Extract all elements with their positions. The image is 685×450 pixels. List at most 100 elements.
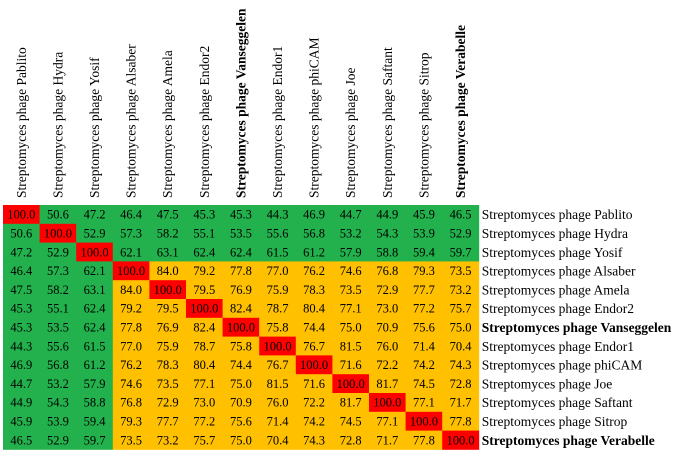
heatmap-cell <box>295 374 333 394</box>
heatmap-cell <box>3 317 40 337</box>
heatmap-cell <box>112 336 150 356</box>
heatmap-cell-value: 81.7 <box>340 396 362 410</box>
heatmap-cell-value: 46.9 <box>303 208 325 222</box>
heatmap-cell <box>332 280 370 300</box>
heatmap-cell-value: 59.4 <box>84 415 107 429</box>
heatmap-cell-value: 61.5 <box>84 339 106 353</box>
heatmap-cell <box>405 299 443 319</box>
heatmap-cell-value: 76.2 <box>120 358 142 372</box>
heatmap-cell-value: 75.9 <box>267 283 289 297</box>
heatmap-cell <box>112 393 150 413</box>
heatmap-cell-value: 100.0 <box>373 396 401 410</box>
heatmap-cell-value: 74.3 <box>450 358 472 372</box>
heatmap-cell-value: 57.9 <box>340 245 362 259</box>
heatmap-cell <box>332 261 370 281</box>
heatmap-cell <box>332 242 370 262</box>
heatmap-cell-value: 79.5 <box>193 283 215 297</box>
heatmap-cells: 100.0 50.6 47.2 46.4 47.5 45.3 45.3 44.3 46.9 44.… <box>3 205 480 450</box>
heatmap-cell <box>259 393 297 413</box>
heatmap-cell <box>405 393 443 413</box>
heatmap-cell-value: 77.1 <box>413 396 435 410</box>
heatmap-cell <box>369 223 406 243</box>
heatmap-cell-value: 44.7 <box>10 377 32 391</box>
heatmap-cell <box>76 242 114 262</box>
row-label: Streptomyces phage Amela <box>482 282 630 297</box>
heatmap-cell-value: 75.0 <box>340 321 362 335</box>
heatmap-cell-value: 72.2 <box>303 396 325 410</box>
heatmap-cell <box>405 223 443 243</box>
heatmap-cell-value: 72.9 <box>157 396 179 410</box>
heatmap-cell <box>39 223 77 243</box>
heatmap-cell-value: 77.0 <box>120 339 142 353</box>
heatmap-cell <box>405 411 443 431</box>
heatmap-cell <box>442 374 480 394</box>
heatmap-cell-value: 81.5 <box>340 339 362 353</box>
heatmap-cell-value: 77.8 <box>120 321 142 335</box>
column-label: Streptomyces phage Verabelle <box>453 25 468 198</box>
heatmap-cell <box>405 242 443 262</box>
heatmap-cell-value: 46.5 <box>450 208 472 222</box>
heatmap-cell <box>39 374 77 394</box>
heatmap-cell-value: 76.7 <box>303 339 325 353</box>
heatmap-cell-value: 77.8 <box>413 433 435 447</box>
heatmap-cell <box>295 355 333 375</box>
heatmap-cell <box>186 205 223 225</box>
heatmap-cell <box>222 242 260 262</box>
row-label: Streptomyces phage Saftant <box>482 395 633 410</box>
heatmap-cell-value: 62.4 <box>84 302 107 316</box>
heatmap-cell-value: 63.1 <box>84 283 106 297</box>
heatmap-cell <box>222 430 260 450</box>
heatmap-cell <box>405 261 443 281</box>
heatmap-cell <box>295 411 333 431</box>
heatmap-cell-value: 78.7 <box>267 302 289 316</box>
heatmap-cell <box>405 355 443 375</box>
heatmap-cell <box>39 411 77 431</box>
heatmap-cell <box>369 205 406 225</box>
heatmap-cell-value: 74.2 <box>303 415 325 429</box>
heatmap-cell <box>295 223 333 243</box>
heatmap-cell-value: 47.5 <box>10 283 32 297</box>
heatmap-cell <box>76 261 114 281</box>
heatmap-cell <box>76 205 114 225</box>
heatmap-cell <box>295 393 333 413</box>
row-label: Streptomyces phage Hydra <box>482 226 628 241</box>
heatmap-cell <box>259 299 297 319</box>
heatmap-cell-value: 75.7 <box>193 433 215 447</box>
heatmap-cell <box>112 355 150 375</box>
heatmap-cell <box>369 261 406 281</box>
column-label: Streptomyces phage Saftant <box>380 47 395 198</box>
heatmap-cell-value: 78.7 <box>193 339 215 353</box>
heatmap-cell <box>39 205 77 225</box>
heatmap-cell-value: 75.0 <box>450 321 472 335</box>
heatmap-cell-value: 46.9 <box>10 358 32 372</box>
heatmap-cell-value: 74.3 <box>303 433 325 447</box>
heatmap-cell <box>39 430 77 450</box>
heatmap-cell <box>112 317 150 337</box>
heatmap-cell-value: 100.0 <box>227 321 255 335</box>
heatmap-cell <box>149 205 187 225</box>
heatmap-cell <box>369 317 406 337</box>
heatmap-cell <box>442 205 480 225</box>
heatmap-cell <box>149 393 187 413</box>
heatmap-cell-value: 76.9 <box>157 321 179 335</box>
heatmap-cell-value: 61.2 <box>84 358 106 372</box>
heatmap-cell-value: 78.3 <box>303 283 325 297</box>
heatmap-cell <box>222 411 260 431</box>
heatmap-cell-value: 79.3 <box>413 264 435 278</box>
heatmap-cell-value: 45.9 <box>413 208 435 222</box>
heatmap-cell-value: 73.2 <box>450 283 472 297</box>
heatmap-cell <box>259 411 297 431</box>
heatmap-cell-value: 58.8 <box>84 396 106 410</box>
heatmap-cell-value: 100.0 <box>410 415 438 429</box>
heatmap-cell <box>112 299 150 319</box>
heatmap-cell-value: 58.2 <box>157 227 179 241</box>
heatmap-cell-value: 72.8 <box>340 433 362 447</box>
heatmap-cell-value: 59.7 <box>84 433 106 447</box>
heatmap-cell-value: 44.9 <box>10 396 32 410</box>
row-label: Streptomyces phage Pablito <box>482 207 633 222</box>
heatmap-cell-value: 50.6 <box>10 227 32 241</box>
heatmap-cell <box>3 280 40 300</box>
heatmap-cell-value: 54.3 <box>47 396 69 410</box>
heatmap-cell <box>332 411 370 431</box>
